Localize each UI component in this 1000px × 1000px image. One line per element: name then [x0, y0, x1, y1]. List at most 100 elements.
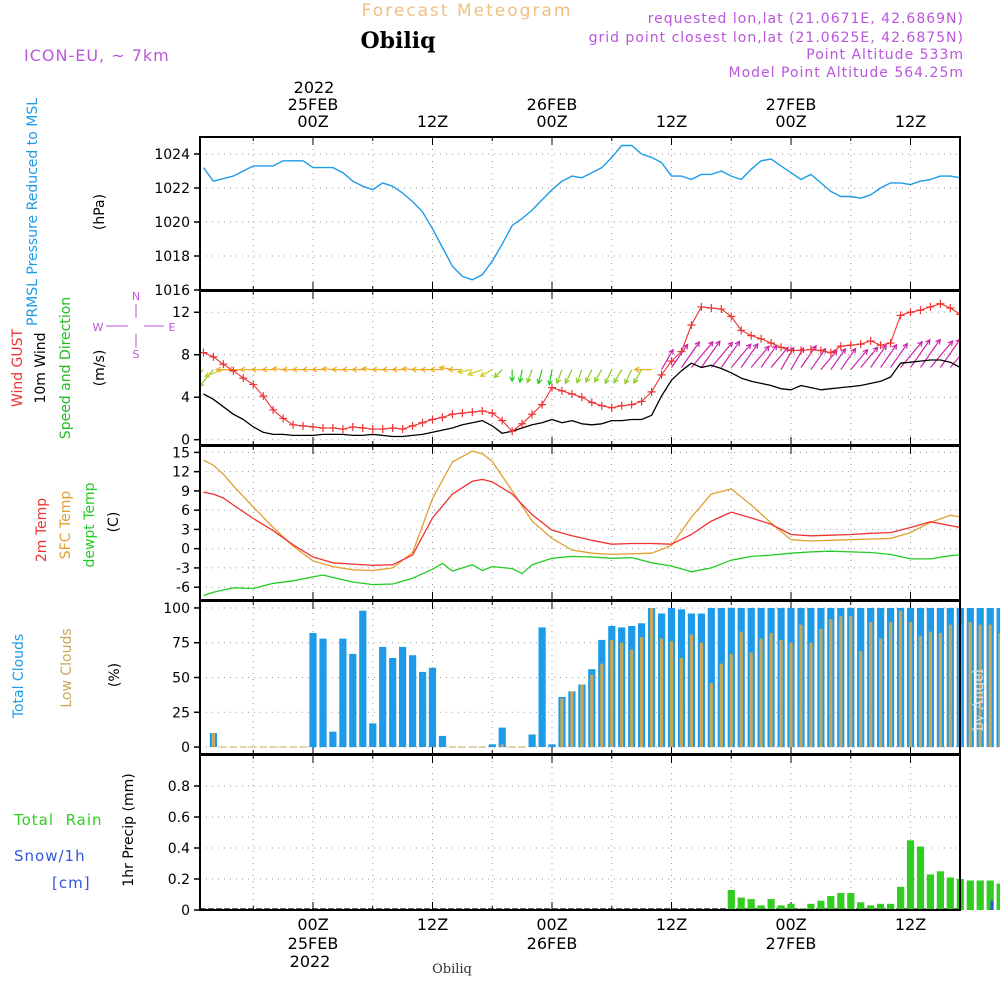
compass-south-label: S [133, 348, 140, 361]
low-cloud-bar [709, 683, 713, 748]
top-hour-label: 12Z [895, 112, 926, 131]
gust-marker [677, 347, 686, 356]
gust-marker [707, 303, 716, 312]
gust-marker [548, 383, 556, 392]
low-cloud-bar [799, 624, 803, 747]
wind-dir-arrowhead [832, 349, 838, 356]
gust-marker [777, 343, 786, 352]
wind-dir-arrow [519, 369, 523, 383]
gust-marker [796, 346, 805, 355]
wind-dir-arrowhead [341, 366, 348, 373]
bottom-hour-label: 12Z [417, 915, 448, 934]
low-cloud-bar [640, 637, 644, 748]
gust-marker [727, 312, 736, 321]
gust-marker [836, 342, 845, 351]
wind-dir-arrow [700, 340, 721, 368]
wind-series [187, 299, 989, 438]
low-cloud-bar [560, 698, 564, 748]
wind-dir-arrowhead [438, 365, 445, 371]
snow-bar [990, 900, 994, 910]
gust-marker [458, 409, 467, 418]
gust-marker [348, 422, 357, 431]
wind-dir-arrowhead [311, 366, 317, 373]
gust-marker [667, 357, 676, 366]
ytick-label: 0.2 [168, 872, 190, 888]
low-cloud-bar [669, 641, 674, 747]
gust-marker [289, 420, 298, 429]
gust-marker [229, 366, 238, 375]
low-cloud-bar [500, 744, 504, 748]
ytick-label: 1024 [154, 147, 190, 163]
gust-marker [219, 360, 228, 369]
bottom-year: 2022 [290, 952, 331, 971]
total-cloud-bar [428, 667, 437, 748]
low-cloud-bar [948, 624, 952, 747]
rain-bar [847, 893, 855, 910]
gust-marker [388, 424, 397, 433]
gust-marker [448, 410, 457, 419]
rain-bar [757, 905, 765, 910]
panel-clouds: 0 25 50 75 100 [163, 601, 1000, 756]
low-cloud-bar [620, 642, 624, 747]
gust-marker [358, 424, 367, 433]
rain-bar [807, 903, 815, 910]
rain-bar [926, 874, 934, 910]
cloud-unit-label: (%) [107, 663, 123, 687]
gust-marker [846, 341, 855, 350]
wind-dir-arrowhead [984, 342, 989, 347]
low-cloud-bar [779, 639, 783, 747]
low-cloud-bar [610, 639, 614, 747]
gust-marker [508, 427, 517, 436]
wind-dir-arrowhead [715, 340, 721, 347]
rain-bar [946, 877, 954, 910]
total-cloud-bar [369, 723, 377, 747]
ytick-label: 9 [181, 484, 190, 500]
wind-dir-arrow [740, 343, 759, 368]
tsfc-label: SFC Temp [58, 491, 74, 560]
precip-bars [200, 840, 1000, 911]
gust-marker [956, 310, 960, 319]
total-cloud-bar [359, 610, 367, 747]
wind-dir-label: Speed and Direction [58, 297, 74, 439]
gust-marker [617, 401, 626, 410]
low-cloud-bar [211, 733, 215, 747]
wind-dir-arrowhead [764, 345, 770, 352]
gust-marker [866, 336, 875, 345]
wind-dir-arrowhead [187, 382, 192, 387]
requested-coords: requested lon,lat (21.0671E, 42.6869N) [648, 11, 964, 27]
bottom-date-label: 27FEB [766, 934, 817, 953]
gust-marker [408, 421, 417, 430]
wind-speed-line [203, 359, 960, 438]
compass-east-label: E [169, 321, 176, 334]
wind-dir-arrowhead [708, 340, 714, 347]
low-cloud-bar [819, 628, 823, 747]
top-date-label: 27FEB [766, 95, 817, 114]
wind-dir-arrowhead [261, 366, 268, 373]
wind-dir-arrowhead [967, 342, 972, 347]
wind-dir-arrow [949, 355, 960, 368]
gust-marker [886, 339, 895, 348]
gust-marker [577, 393, 586, 402]
pressure-labels: PRMSL Pressure Reduced to MSL (hPa) [25, 98, 108, 326]
low-cloud-bar [849, 616, 853, 747]
wind-dir-arrowhead [401, 366, 408, 372]
ytick-label: 100 [163, 601, 190, 617]
wind-dir-arrowhead [575, 377, 582, 384]
station-title: Obiliq [360, 28, 435, 54]
wind-dir-arrowhead [250, 366, 257, 373]
wind-dir-arrow [585, 369, 593, 383]
total-cloud-bar [498, 727, 506, 748]
rain-bar [986, 880, 994, 910]
wind-dir-arrowhead [935, 338, 941, 345]
wind-dir-arrow [633, 369, 643, 384]
cloud-bars [209, 608, 1000, 748]
ytick-label: 0 [181, 740, 190, 756]
wind-dir-arrow [890, 343, 908, 368]
rain-bar [827, 896, 835, 910]
wind-dir-arrowhead [633, 366, 640, 373]
wind-dir-arrow [870, 344, 887, 368]
gust-marker [966, 317, 974, 325]
ytick-label: 0 [181, 433, 190, 449]
low-cloud-bar [928, 631, 932, 747]
